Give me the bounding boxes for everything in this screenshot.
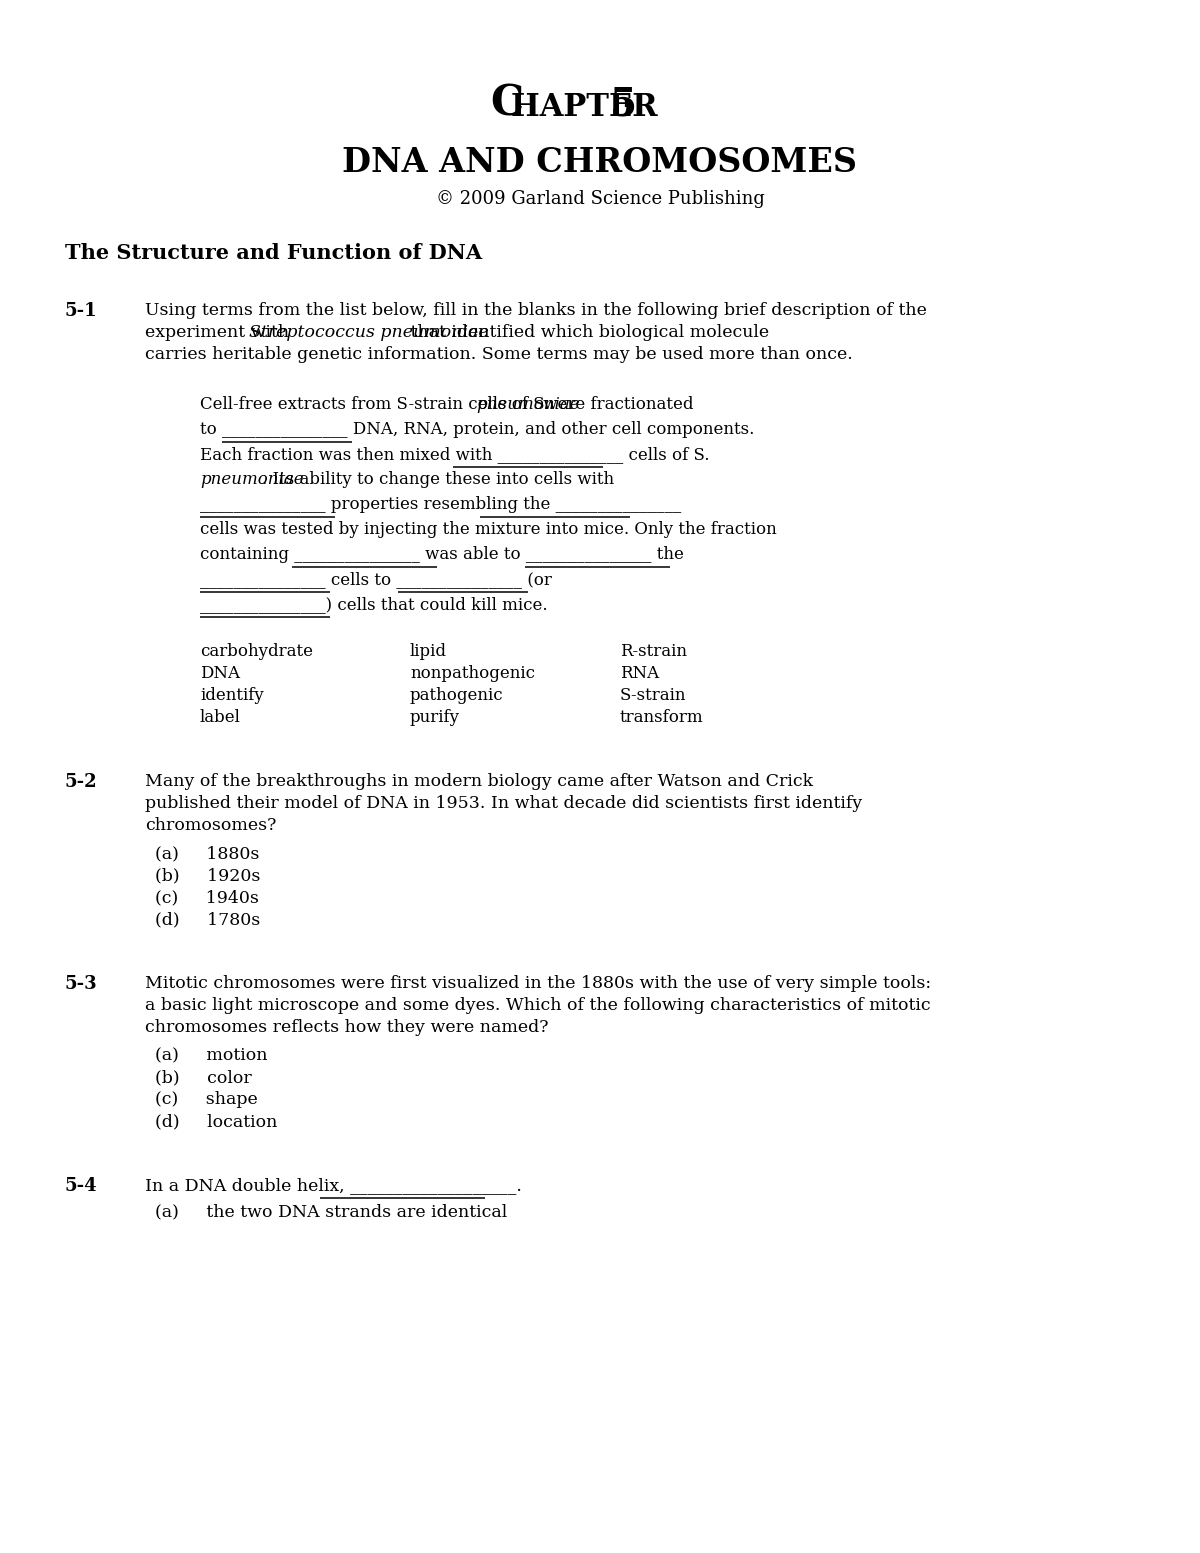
Text: 5: 5 [610,85,637,124]
Text: published their model of DNA in 1953. In what decade did scientists first identi: published their model of DNA in 1953. In… [145,795,863,812]
Text: chromosomes reflects how they were named?: chromosomes reflects how they were named… [145,1019,548,1036]
Text: © 2009 Garland Science Publishing: © 2009 Garland Science Publishing [436,189,764,208]
Text: R-strain: R-strain [620,643,686,660]
Text: _______________) cells that could kill mice.: _______________) cells that could kill m… [200,596,547,613]
Text: (b)     color: (b) color [155,1068,252,1086]
Text: pneumoniae: pneumoniae [200,471,304,488]
Text: The Structure and Function of DNA: The Structure and Function of DNA [65,242,482,262]
Text: In a DNA double helix, ___________________.: In a DNA double helix, _________________… [145,1177,522,1194]
Text: RNA: RNA [620,665,659,682]
Text: HAPTER: HAPTER [511,93,668,124]
Text: S-strain: S-strain [620,686,686,704]
Text: carbohydrate: carbohydrate [200,643,313,660]
Text: cells was tested by injecting the mixture into mice. Only the fraction: cells was tested by injecting the mixtur… [200,520,776,537]
Text: (a)     1880s: (a) 1880s [155,845,259,862]
Text: were fractionated: were fractionated [539,396,694,413]
Text: label: label [200,710,241,725]
Text: pathogenic: pathogenic [410,686,504,704]
Text: Streptococcus pneumoniae: Streptococcus pneumoniae [250,325,488,342]
Text: Mitotic chromosomes were first visualized in the 1880s with the use of very simp: Mitotic chromosomes were first visualize… [145,975,931,992]
Text: 5-4: 5-4 [65,1177,97,1194]
Text: (c)     1940s: (c) 1940s [155,888,259,905]
Text: to _______________ DNA, RNA, protein, and other cell components.: to _______________ DNA, RNA, protein, an… [200,421,755,438]
Text: nonpathogenic: nonpathogenic [410,665,535,682]
Text: Using terms from the list below, fill in the blanks in the following brief descr: Using terms from the list below, fill in… [145,301,926,318]
Text: (d)     location: (d) location [155,1114,277,1131]
Text: chromosomes?: chromosomes? [145,817,276,834]
Text: _______________ cells to _______________ (or: _______________ cells to _______________… [200,572,552,589]
Text: transform: transform [620,710,703,725]
Text: DNA AND CHROMOSOMES: DNA AND CHROMOSOMES [342,146,858,179]
Text: . Its ability to change these into cells with: . Its ability to change these into cells… [262,471,613,488]
Text: 5-1: 5-1 [65,301,97,320]
Text: that identified which biological molecule: that identified which biological molecul… [406,325,769,342]
Text: C: C [490,82,523,124]
Text: (a)     motion: (a) motion [155,1047,268,1064]
Text: (d)     1780s: (d) 1780s [155,912,260,929]
Text: (c)     shape: (c) shape [155,1092,258,1107]
Text: pneumoniae: pneumoniae [476,396,581,413]
Text: (b)     1920s: (b) 1920s [155,867,260,884]
Text: (a)     the two DNA strands are identical: (a) the two DNA strands are identical [155,1204,508,1221]
Text: a basic light microscope and some dyes. Which of the following characteristics o: a basic light microscope and some dyes. … [145,997,931,1014]
Text: 5-3: 5-3 [65,975,97,992]
Text: Many of the breakthroughs in modern biology came after Watson and Crick: Many of the breakthroughs in modern biol… [145,773,814,790]
Text: Each fraction was then mixed with _______________ cells of S.: Each fraction was then mixed with ______… [200,446,709,463]
Text: identify: identify [200,686,264,704]
Text: experiment with: experiment with [145,325,295,342]
Text: 5-2: 5-2 [65,773,97,790]
Text: _______________ properties resembling the _______________: _______________ properties resembling th… [200,495,682,512]
Text: Cell-free extracts from S-strain cells of S.: Cell-free extracts from S-strain cells o… [200,396,554,413]
Text: containing _______________ was able to _______________ the: containing _______________ was able to _… [200,547,684,564]
Text: carries heritable genetic information. Some terms may be used more than once.: carries heritable genetic information. S… [145,346,853,363]
Text: DNA: DNA [200,665,240,682]
Text: lipid: lipid [410,643,446,660]
Text: purify: purify [410,710,460,725]
